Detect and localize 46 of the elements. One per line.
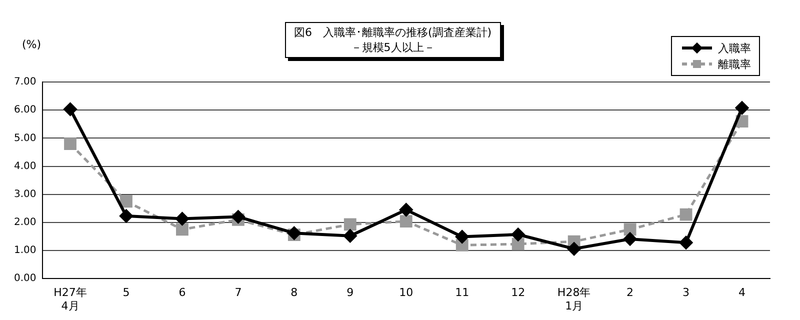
x-tick-label: 9 bbox=[346, 286, 354, 300]
point bbox=[512, 238, 524, 250]
point bbox=[344, 229, 357, 242]
chart-subtitle: －規模5人以上－ bbox=[350, 40, 436, 55]
x-tick-label: 6 bbox=[178, 286, 186, 300]
y-tick-label: 6.00 bbox=[14, 104, 36, 116]
point bbox=[624, 223, 636, 236]
y-axis-title: (%) bbox=[22, 38, 42, 51]
y-tick-label: 7.00 bbox=[14, 76, 36, 88]
y-tick-label: 3.00 bbox=[14, 188, 36, 200]
legend-label: 離職率 bbox=[718, 56, 751, 72]
point bbox=[64, 138, 76, 150]
legend-label: 入職率 bbox=[718, 40, 751, 56]
y-tick-label: 4.00 bbox=[14, 160, 36, 172]
point bbox=[456, 230, 469, 244]
point bbox=[400, 215, 412, 228]
x-tick-label: 12 bbox=[511, 286, 526, 300]
y-tick-label: 1.00 bbox=[14, 245, 36, 256]
point bbox=[680, 236, 693, 250]
chart-title: 図6 入職率･離職率の推移(調査産業計) bbox=[294, 25, 492, 40]
point bbox=[400, 203, 413, 216]
x-tick-label: 7 bbox=[234, 286, 242, 300]
x-tick-label: 3 bbox=[682, 286, 690, 300]
point bbox=[64, 102, 77, 116]
x-tick-label: 4 bbox=[738, 286, 746, 300]
point bbox=[736, 101, 749, 114]
y-tick-label: 5.00 bbox=[14, 132, 36, 144]
x-tick-label: 5 bbox=[122, 286, 130, 300]
point bbox=[680, 208, 692, 221]
x-tick-label: 2 bbox=[626, 286, 634, 300]
point bbox=[624, 232, 637, 246]
point bbox=[344, 218, 356, 231]
point bbox=[176, 212, 189, 226]
point bbox=[120, 195, 132, 208]
x-tick-label: 11 bbox=[455, 286, 470, 300]
x-tick-label: 8 bbox=[290, 286, 298, 300]
x-tick-label: 10 bbox=[399, 286, 414, 300]
point bbox=[232, 210, 245, 224]
y-tick-label: 2.00 bbox=[14, 217, 36, 228]
point bbox=[512, 228, 525, 242]
point bbox=[120, 209, 133, 222]
x-tick-label: H28年 1月 bbox=[557, 286, 591, 312]
point bbox=[568, 242, 581, 256]
x-tick-label: H27年 4月 bbox=[54, 286, 87, 312]
point bbox=[176, 223, 188, 236]
y-tick-label: 0.00 bbox=[14, 273, 36, 284]
